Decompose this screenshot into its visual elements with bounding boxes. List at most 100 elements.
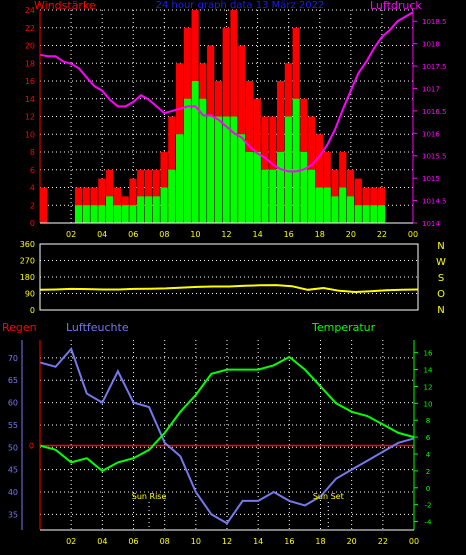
wind-bar <box>253 152 261 223</box>
pressure-tick-label: 1015 <box>422 175 440 183</box>
time-tick-label: 16 <box>284 537 294 546</box>
wind-tick-label: 22 <box>25 24 35 33</box>
wind-bar <box>144 196 153 223</box>
gust-bar <box>98 178 106 223</box>
compass-label: N <box>437 305 444 316</box>
gust-bar <box>354 178 362 223</box>
wind-bar <box>168 169 176 223</box>
wind-bar <box>331 196 339 223</box>
wind-bar <box>362 205 370 223</box>
wind-bar <box>199 98 207 223</box>
time-tick-label: 00 <box>409 537 419 546</box>
humidity-tick-label: 65 <box>8 376 18 385</box>
sunrise-label: Sun Rise <box>132 492 167 501</box>
wind-bar <box>160 187 168 223</box>
compass-label: N <box>437 241 444 252</box>
wind-bar <box>191 81 199 223</box>
humidity-tick-label: 60 <box>8 399 18 408</box>
wind-tick-label: 4 <box>30 184 35 193</box>
time-tick-label: 06 <box>128 230 138 239</box>
wind-bar <box>261 169 269 223</box>
wind-bar <box>277 152 285 223</box>
temperature-tick-label: -4 <box>425 519 433 527</box>
direction-tick-label: 90 <box>25 290 35 299</box>
direction-line <box>39 284 419 294</box>
time-tick-label: 08 <box>160 537 170 546</box>
temperature-tick-label: 4 <box>426 451 431 459</box>
wind-axis-label: Windstärke <box>34 0 96 12</box>
pressure-line <box>39 11 414 173</box>
temperature-tick-label: 12 <box>424 383 433 391</box>
temperature-tick-label: 16 <box>424 350 433 358</box>
compass-label: W <box>436 257 446 268</box>
time-tick-label: 22 <box>378 537 388 546</box>
humidity-tick-label: 35 <box>8 510 18 519</box>
compass-label: O <box>437 289 445 300</box>
wind-tick-label: 6 <box>30 166 35 175</box>
wind-tick-label: 14 <box>25 95 35 104</box>
time-tick-label: 02 <box>66 537 76 546</box>
time-tick-label: 20 <box>346 230 356 239</box>
wind-tick-label: 16 <box>25 77 35 86</box>
wind-bar <box>90 205 98 223</box>
temperature-tick-label: 14 <box>424 367 433 375</box>
humidity-tick-label: 55 <box>8 421 18 430</box>
pressure-tick-label: 1016 <box>422 130 440 138</box>
wind-bar <box>315 187 324 223</box>
direction-frame <box>39 243 419 311</box>
pressure-tick-label: 1018 <box>422 41 440 49</box>
wind-bar <box>292 98 300 223</box>
temperature-tick-label: -2 <box>425 502 432 510</box>
pressure-tick-label: 1018.5 <box>422 18 447 26</box>
gust-bar <box>40 187 48 223</box>
wind-bar <box>106 196 114 223</box>
wind-bar <box>113 205 121 223</box>
wind-bar <box>121 205 129 223</box>
time-tick-label: 10 <box>190 230 200 239</box>
wind-bar <box>238 134 246 223</box>
wind-bar <box>207 116 215 223</box>
humidity-line <box>39 346 415 525</box>
time-tick-label: 04 <box>97 537 107 546</box>
wind-bar <box>98 205 106 223</box>
temperature-tick-label: 10 <box>424 400 433 408</box>
wind-bar <box>284 116 292 223</box>
time-tick-label: 18 <box>315 230 325 239</box>
humidity-tick-label: 50 <box>8 443 18 452</box>
wind-tick-label: 2 <box>30 201 35 210</box>
humidity-tick-label: 45 <box>8 466 18 475</box>
wind-tick-label: 8 <box>30 148 35 157</box>
rain-axis-label: Regen <box>2 321 37 334</box>
wind-bar <box>214 116 222 223</box>
time-tick-label: 10 <box>191 537 201 546</box>
pressure-tick-label: 1017.5 <box>422 63 447 71</box>
pressure-axis-label: Luftdruck <box>370 0 422 12</box>
direction-tick-label: 0 <box>30 306 35 315</box>
wind-bar <box>152 196 160 223</box>
time-tick-label: 02 <box>66 230 76 239</box>
temperature-axis-label: Temperatur <box>311 321 376 334</box>
pressure-tick-label: 1015.5 <box>422 153 447 161</box>
wind-bar <box>323 187 331 223</box>
time-tick-label: 00 <box>408 230 418 239</box>
wind-bar <box>346 196 355 223</box>
time-tick-label: 14 <box>252 230 262 239</box>
time-tick-label: 20 <box>347 537 357 546</box>
wind-tick-label: 20 <box>25 42 35 51</box>
time-tick-label: 18 <box>315 537 325 546</box>
pressure-tick-label: 1014.5 <box>422 198 447 206</box>
temperature-tick-label: 6 <box>426 434 431 442</box>
wind-bar <box>300 152 308 223</box>
wind-tick-label: 18 <box>25 59 35 68</box>
temperature-tick-label: 2 <box>426 468 430 476</box>
wind-tick-label: 10 <box>25 130 35 139</box>
direction-tick-label: 270 <box>20 257 35 266</box>
pressure-tick-label: 1017 <box>422 85 440 93</box>
time-tick-label: 12 <box>222 537 232 546</box>
wind-bar <box>129 205 137 223</box>
wind-bar <box>339 187 347 223</box>
temperature-tick-label: 8 <box>426 417 430 425</box>
temperature-tick-label: 0 <box>426 485 430 493</box>
wind-bar <box>245 152 254 223</box>
wind-bar <box>222 116 230 223</box>
